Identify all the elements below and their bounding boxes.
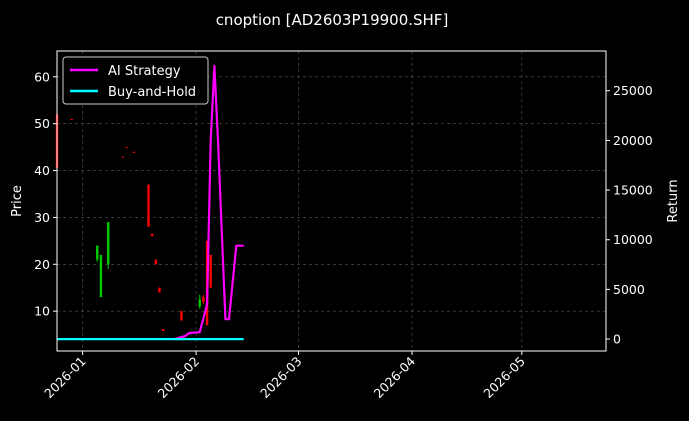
series-line-0 xyxy=(173,64,244,341)
candle-body-3 xyxy=(99,254,103,298)
candle-body-11 xyxy=(158,287,161,293)
candle-body-4 xyxy=(107,222,110,265)
y-right-tick-label-2: 10000 xyxy=(613,232,653,247)
y-right-tick-label-4: 20000 xyxy=(613,133,653,148)
candle-body-12 xyxy=(161,328,165,331)
plot-frame xyxy=(56,50,607,352)
y-left-tick-label-3: 40 xyxy=(34,163,50,178)
y-right-tick-label-3: 15000 xyxy=(613,183,653,198)
candle-body-15 xyxy=(202,297,205,302)
candle-body-2 xyxy=(96,245,99,260)
legend-box xyxy=(62,56,209,105)
chart-title: cnoption [AD2603P19900.SHF] xyxy=(216,11,449,29)
y-axis-label-right: Return xyxy=(666,179,681,222)
legend-label-buy-and-hold: Buy-and-Hold xyxy=(108,85,196,100)
candle-body-5 xyxy=(121,156,125,158)
y-left-tick-label-2: 30 xyxy=(34,210,50,225)
y-left-tick-label-1: 20 xyxy=(34,257,50,272)
line-layer xyxy=(57,64,244,341)
candle-body-8 xyxy=(147,184,150,227)
y-axis-label-left: Price xyxy=(10,185,25,217)
candle-body-7 xyxy=(132,151,136,153)
candle-body-6 xyxy=(125,147,128,149)
y-left-tick-label-5: 60 xyxy=(34,69,50,84)
legend-label-ai-strategy: AI Strategy xyxy=(108,64,181,79)
candle-body-17 xyxy=(209,254,212,288)
y-right-tick-label-5: 25000 xyxy=(613,83,653,98)
legend: AI Strategy Buy-and-Hold xyxy=(62,56,209,105)
candle-body-13 xyxy=(180,311,183,321)
candle-body-9 xyxy=(150,233,154,237)
y-right-tick-label-1: 5000 xyxy=(613,282,645,297)
y-left-tick-label-0: 10 xyxy=(34,304,50,319)
candle-body-10 xyxy=(154,259,158,265)
candle-body-1 xyxy=(70,118,73,120)
y-right-tick-label-0: 0 xyxy=(613,332,621,347)
y-left-tick-label-4: 50 xyxy=(34,116,50,131)
candle-body-14 xyxy=(198,299,201,307)
